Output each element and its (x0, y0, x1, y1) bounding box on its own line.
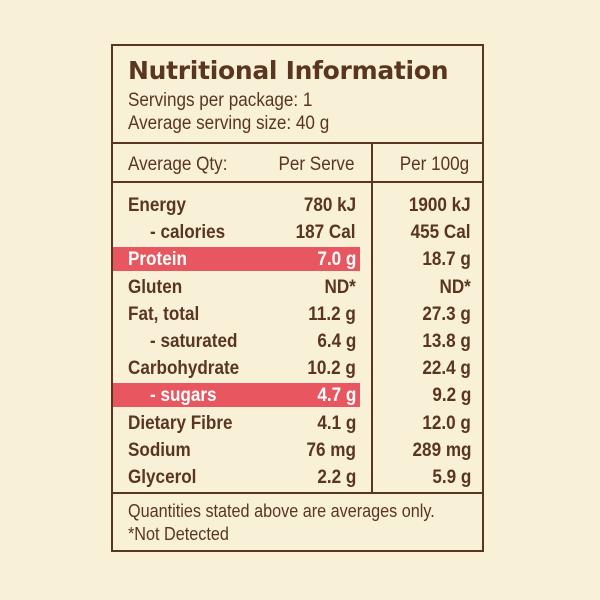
average-serving-size: Average serving size: 40 g (128, 113, 330, 134)
per-serve-value: 780 kJ (303, 195, 356, 216)
nutrient-row: - saturated 6.4 g 13.8 g (113, 328, 484, 355)
per-100g-value: 455 Cal (411, 222, 471, 244)
per-100g-value: 9.2 g (432, 385, 471, 407)
header-average-qty: Average Qty: (128, 154, 228, 175)
nutrient-label: Energy (128, 195, 186, 216)
nutrient-label: - sugars (150, 385, 217, 407)
servings-per-package: Servings per package: 1 (128, 90, 313, 111)
per-serve-value: 76 mg (306, 439, 356, 461)
nutrient-row: Gluten ND* ND* (113, 274, 484, 301)
nutrient-label: Fat, total (128, 303, 200, 325)
per-100g-value: 18.7 g (422, 249, 471, 271)
highlight-band (113, 247, 360, 272)
nutrient-label: - saturated (150, 331, 238, 352)
nutrient-row: Glycerol 2.2 g 5.9 g (113, 464, 484, 491)
nutrient-row: Dietary Fibre 4.1 g 12.0 g (113, 410, 484, 437)
header-per-100g: Per 100g (399, 154, 469, 175)
nutrient-label: Dietary Fibre (128, 412, 233, 434)
per-100g-value: 1900 kJ (409, 195, 471, 216)
nutrient-label: Glycerol (128, 467, 197, 488)
nutrient-label: Gluten (128, 276, 183, 298)
nutrient-row: Fat, total 11.2 g 27.3 g (113, 301, 484, 328)
averages-note: Quantities stated above are averages onl… (128, 501, 435, 521)
per-100g-value: 22.4 g (422, 358, 471, 380)
nutrient-row: Protein 7.0 g 18.7 g (113, 246, 484, 273)
nutrition-panel: Nutritional Information Servings per pac… (111, 44, 484, 552)
nutrient-row: Carbohydrate 10.2 g 22.4 g (113, 355, 484, 382)
per-serve-value: 187 Cal (296, 222, 356, 244)
per-serve-value: 4.1 g (317, 412, 356, 434)
per-serve-value: 7.0 g (317, 249, 356, 271)
nutrient-row: Sodium 76 mg 289 mg (113, 437, 484, 464)
divider-header (113, 181, 482, 183)
panel-title: Nutritional Information (128, 56, 449, 85)
nutrient-row: - sugars 4.7 g 9.2 g (113, 382, 484, 409)
not-detected-note: *Not Detected (128, 524, 229, 544)
nutrient-label: Sodium (128, 439, 191, 461)
per-serve-value: 4.7 g (317, 385, 356, 407)
per-serve-value: 6.4 g (317, 331, 356, 352)
per-100g-value: ND* (439, 276, 471, 298)
per-serve-value: 11.2 g (308, 303, 356, 325)
per-100g-value: 13.8 g (422, 331, 471, 352)
column-divider (371, 143, 373, 493)
per-serve-value: 10.2 g (307, 358, 356, 380)
per-serve-value: ND* (324, 276, 356, 298)
per-100g-value: 12.0 g (422, 412, 471, 434)
per-100g-value: 5.9 g (432, 467, 471, 488)
nutrient-label: Carbohydrate (128, 358, 240, 380)
divider-bottom (113, 492, 482, 494)
per-100g-value: 27.3 g (422, 303, 471, 325)
per-serve-value: 2.2 g (317, 467, 356, 488)
nutrient-label: Protein (128, 249, 187, 271)
nutrient-row: - calories 187 Cal 455 Cal (113, 219, 484, 246)
nutrient-label: - calories (150, 222, 226, 244)
highlight-band (113, 383, 360, 408)
divider-top (113, 142, 482, 144)
per-100g-value: 289 mg (412, 439, 471, 461)
nutrient-row: Energy 780 kJ 1900 kJ (113, 192, 484, 219)
header-per-serve: Per Serve (277, 154, 354, 175)
